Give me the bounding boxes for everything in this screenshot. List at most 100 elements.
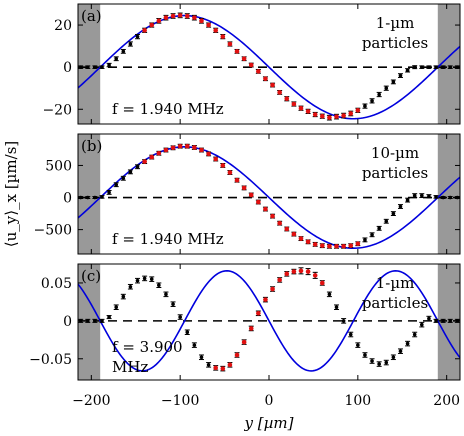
data-point [127,41,133,47]
data-point [334,304,340,310]
highlighted-point [277,277,282,283]
data-point [383,85,389,91]
highlighted-point [142,159,147,164]
highlighted-point [320,113,325,119]
highlighted-point [263,297,268,302]
highlighted-point [142,28,147,33]
highlighted-point [177,13,183,18]
highlighted-point [270,213,275,219]
panel-2: −500 0 500 (b) 10-µm particles f = 1.940 MHz [34,133,461,255]
highlighted-point [312,112,318,117]
x-tick-label: 100 [344,393,371,409]
data-point [426,194,432,199]
data-point [170,301,176,307]
x-tick-label: 0 [265,393,274,409]
highlighted-point [227,362,233,368]
model-curve [77,146,461,250]
data-point [405,197,411,203]
highlighted-point [348,111,354,116]
data-point [390,79,396,85]
y-tick-label: 20 [54,18,72,34]
highlighted-point [234,177,240,183]
data-point [362,237,368,243]
data-point [440,65,446,69]
highlighted-point [256,310,261,316]
data-point [92,195,98,200]
data-point [113,56,119,62]
highlighted-point [163,147,169,153]
highlighted-point [184,143,190,149]
data-point [369,358,375,364]
highlighted-point [341,243,346,249]
data-point [397,348,403,354]
data-point [135,277,141,284]
highlighted-point [213,365,218,371]
frequency-label: f = 3.900 [112,338,183,356]
highlighted-point [256,69,261,74]
highlighted-point [312,242,318,247]
shaded-region [437,4,460,124]
panel-label: (a) [81,7,102,25]
data-point [397,73,403,78]
data-point [113,304,119,310]
data-point [369,98,375,104]
data-point [383,218,389,224]
highlighted-point [305,269,311,274]
data-point [433,195,439,199]
data-point [447,318,453,323]
highlighted-point [163,15,169,20]
data-point [85,65,91,69]
y-tick-label: −0.05 [29,352,72,368]
highlighted-point [206,151,211,157]
data-point [419,193,425,199]
data-point [127,283,133,290]
highlighted-point [170,13,176,19]
highlighted-point [327,243,332,249]
data-point [106,315,112,320]
data-point [92,318,98,323]
highlighted-point [277,90,282,95]
data-point [206,362,212,368]
data-point [113,182,119,188]
data-point [127,169,133,175]
panel-1: −20 0 20 (a) 1-µm particles f = 1.940 MHz [42,3,461,125]
data-point [198,354,204,361]
data-point [447,195,453,200]
highlighted-point [184,13,190,19]
highlighted-point [149,22,155,28]
particle-annotation: 10-µm [371,144,419,162]
highlighted-point [234,352,240,358]
highlighted-point [177,143,183,149]
highlighted-point [291,231,297,237]
frequency-label: f = 1.940 MHz [112,100,224,118]
data-point [106,62,112,68]
data-point [156,282,162,289]
highlighted-point [220,366,226,371]
highlighted-point [277,220,282,226]
highlighted-point [156,150,162,156]
highlighted-point [241,339,247,345]
highlighted-point [298,105,304,111]
data-point [177,314,183,320]
highlighted-point [170,145,176,151]
data-point [135,164,141,170]
highlighted-point [355,241,361,247]
highlighted-point [220,34,226,39]
highlighted-point [248,62,254,68]
data-point [397,204,403,209]
panel-3: −0.05 0 0.05 (c) 1-µm particles f = 3.900 MHz [29,263,461,381]
model-curve [77,14,461,120]
x-tick-label: −100 [161,393,199,409]
shaded-region [78,4,101,124]
highlighted-point [241,56,247,62]
highlighted-point [213,156,218,162]
frequency-label: f = 1.940 MHz [112,230,224,248]
highlighted-point [263,76,268,82]
highlighted-point [291,101,297,107]
y-tick-label: 0 [63,60,72,76]
y-axis-label: ⟨u_y⟩_x [µm/s] [2,141,20,248]
data-point [376,91,382,98]
model-curve [77,270,461,372]
y-tick-label: −20 [42,102,72,118]
highlighted-point [312,273,318,278]
